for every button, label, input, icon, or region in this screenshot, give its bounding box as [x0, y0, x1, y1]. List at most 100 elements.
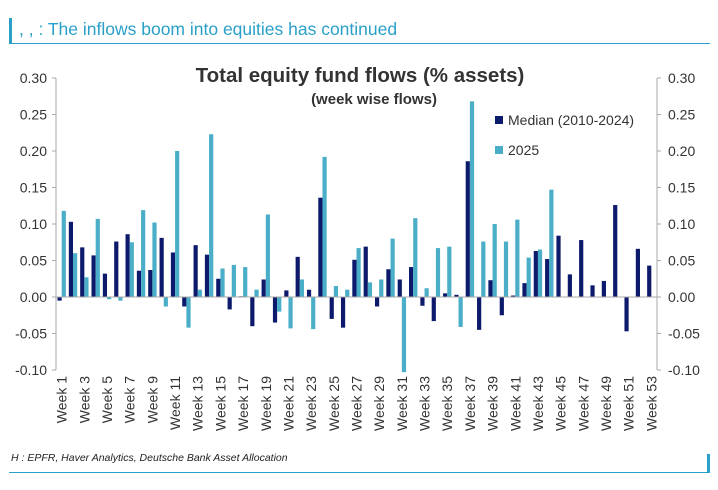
bar-2025	[322, 156, 327, 297]
legend-label-median: Median (2010-2024)	[508, 112, 634, 128]
bar-median	[170, 252, 176, 297]
bar-2025	[175, 151, 180, 297]
bar-median	[102, 273, 108, 297]
header-divider	[9, 43, 710, 44]
bar-2025	[265, 214, 270, 297]
bar-median	[397, 279, 402, 297]
x-tick-label: Week 51	[621, 376, 637, 431]
bar-2025	[537, 249, 543, 297]
x-tick-label: Week 53	[643, 376, 659, 431]
bar-2025	[129, 242, 134, 297]
bar-median	[250, 297, 255, 327]
x-tick-label: Week 3	[76, 376, 92, 423]
bar-median	[431, 297, 436, 322]
bar-2025	[95, 218, 100, 297]
x-tick-label: Week 31	[394, 376, 410, 431]
bar-2025	[197, 289, 202, 297]
bar-median	[182, 297, 187, 307]
y-tick-label-right: -0.10	[668, 362, 700, 378]
x-tick-label: Week 11	[167, 376, 183, 430]
bar-median	[624, 297, 629, 332]
bar-2025	[243, 267, 248, 297]
chart-legend: Median (2010-2024) 2025	[495, 112, 634, 158]
x-tick-label: Week 21	[280, 376, 296, 431]
x-tick-label: Week 47	[575, 376, 591, 431]
bar-median	[454, 294, 459, 297]
x-tick-label: Week 41	[507, 376, 523, 431]
x-tick-label: Week 49	[598, 376, 614, 431]
bar-2025	[186, 297, 191, 328]
bar-2025	[61, 210, 66, 297]
source-note: H : EPFR, Haver Analytics, Deutsche Bank…	[11, 452, 288, 464]
bar-2025	[231, 264, 236, 297]
y-tick-label-left: 0.10	[20, 216, 47, 232]
header-accent-bar	[9, 18, 12, 43]
x-tick-label: Week 7	[122, 376, 138, 423]
y-tick-label-right: 0.15	[668, 180, 695, 196]
bar-median	[511, 295, 516, 297]
y-tick-label-right: 0.20	[668, 143, 695, 159]
bar-2025	[288, 297, 293, 329]
bar-median	[284, 290, 289, 297]
y-tick-label-left: 0.25	[20, 107, 47, 123]
x-tick-label: Week 43	[530, 376, 546, 431]
x-tick-label: Week 29	[371, 376, 387, 431]
bar-2025	[209, 134, 214, 297]
bar-2025	[413, 218, 418, 297]
y-tick-label-right: 0.25	[668, 107, 695, 123]
bar-2025	[152, 222, 157, 297]
bar-median	[522, 283, 527, 297]
y-tick-label-left: 0.15	[20, 180, 47, 196]
y-tick-label-left: -0.05	[15, 326, 47, 342]
y-tick-label-left: 0.00	[20, 289, 47, 305]
bar-2025	[390, 238, 395, 297]
bar-median	[114, 241, 119, 297]
bar-median	[136, 270, 142, 297]
chart-subtitle: (week wise flows)	[311, 91, 437, 108]
x-tick-label: Week 13	[190, 376, 206, 431]
bar-median	[613, 205, 618, 297]
bar-2025	[401, 297, 407, 373]
bar-median	[57, 297, 62, 301]
bar-2025	[526, 257, 531, 297]
bar-median	[443, 293, 448, 297]
bar-2025	[333, 286, 339, 297]
bar-2025	[469, 101, 475, 297]
legend-swatch-2025	[495, 146, 503, 154]
bar-2025	[311, 297, 316, 330]
bar-2025	[163, 297, 168, 307]
bar-median	[159, 237, 164, 297]
bar-2025	[356, 248, 361, 297]
bar-median	[567, 274, 572, 297]
bar-median	[601, 280, 606, 297]
bar-median	[499, 297, 504, 316]
legend-label-2025: 2025	[508, 142, 539, 158]
bar-median	[579, 240, 584, 297]
bar-2025	[118, 297, 123, 301]
bar-median	[125, 234, 130, 297]
bar-2025	[277, 297, 282, 312]
x-tick-label: Week 5	[99, 376, 115, 423]
y-tick-label-left: 0.20	[20, 143, 47, 159]
bar-median	[91, 255, 96, 297]
bar-median	[477, 297, 482, 330]
x-tick-label: Week 17	[235, 376, 251, 431]
x-tick-label: Week 19	[258, 376, 274, 431]
bar-2025	[447, 246, 452, 297]
y-tick-label-left: 0.30	[20, 70, 47, 86]
bar-median	[374, 297, 380, 307]
bar-2025	[73, 253, 78, 297]
bar-2025	[379, 279, 384, 297]
bar-2025	[220, 268, 225, 297]
bar-2025	[345, 289, 350, 297]
bar-median	[533, 251, 538, 297]
legend-swatch-median	[495, 116, 503, 124]
bar-median	[465, 161, 470, 297]
bar-2025	[367, 282, 373, 297]
x-tick-label: Week 9	[144, 376, 160, 423]
bar-2025	[515, 219, 520, 297]
footer-accent-bar	[707, 454, 710, 473]
bar-median	[488, 280, 493, 297]
bar-median	[148, 269, 153, 297]
